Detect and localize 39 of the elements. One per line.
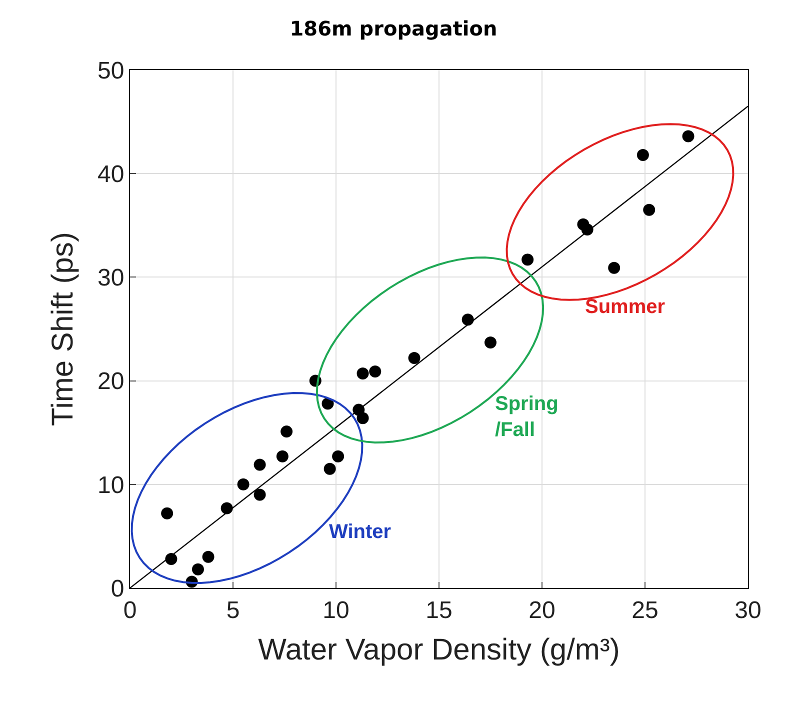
point	[356, 412, 369, 424]
y-axis-title: Time Shift (ps)	[46, 232, 80, 426]
point	[237, 478, 250, 490]
x-tick-label: 5	[226, 596, 240, 624]
point	[324, 462, 336, 475]
point	[280, 426, 293, 438]
point	[522, 254, 534, 266]
point	[608, 262, 620, 274]
point	[682, 130, 694, 142]
y-tick-label: 30	[97, 264, 124, 292]
point	[462, 314, 474, 326]
x-axis-title: Water Vapor Density (g/m³)	[258, 633, 620, 666]
annotation: Winter	[329, 521, 392, 543]
point	[254, 458, 266, 471]
y-tick-label: 40	[97, 161, 124, 188]
y-tick-label: 20	[97, 368, 124, 396]
point	[484, 336, 496, 348]
x-tick-label: 20	[528, 596, 556, 624]
y-tick-label: 10	[97, 472, 124, 499]
point	[643, 204, 656, 216]
point	[276, 450, 288, 462]
y-tick-label: 0	[110, 575, 124, 602]
x-tick-label: 10	[322, 596, 350, 624]
point	[192, 563, 204, 576]
chart-title: 186m propagation	[290, 16, 498, 40]
point	[636, 148, 649, 161]
point	[369, 365, 382, 378]
annotation: Summer	[585, 296, 666, 318]
point	[161, 507, 174, 520]
point	[202, 550, 214, 563]
x-tick-label: 25	[632, 596, 658, 624]
x-tick-label: 30	[734, 596, 762, 624]
point	[254, 488, 266, 501]
y-tick-label: 50	[97, 57, 124, 84]
point	[332, 450, 344, 462]
x-tick-label: 15	[426, 596, 452, 624]
annotation: Spring /Fall	[495, 393, 558, 441]
point	[408, 352, 420, 364]
point	[356, 368, 369, 380]
